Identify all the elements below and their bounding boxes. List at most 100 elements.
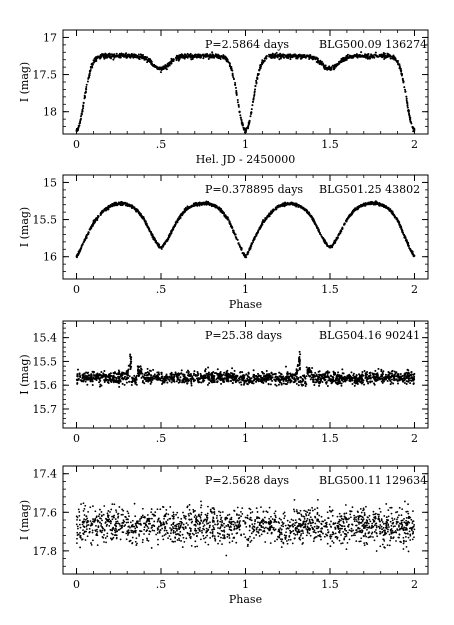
data-point <box>293 377 296 380</box>
data-point <box>252 239 255 242</box>
data-point <box>370 54 373 57</box>
data-point <box>216 56 219 59</box>
data-point <box>384 378 387 381</box>
data-point <box>92 376 95 379</box>
period-label: P=0.378895 days <box>205 183 303 196</box>
data-point <box>121 382 124 385</box>
data-point <box>160 375 163 378</box>
data-point <box>209 53 212 56</box>
data-point <box>234 86 237 89</box>
star-label: BLG500.09 136274 <box>319 38 427 51</box>
data-point <box>254 84 257 87</box>
data-point <box>246 382 249 385</box>
data-point <box>148 372 151 375</box>
data-point <box>262 372 265 375</box>
data-point <box>255 378 258 381</box>
data-point <box>199 202 202 205</box>
data-point <box>111 378 114 381</box>
data-point <box>335 64 338 67</box>
data-point <box>134 378 137 381</box>
data-point <box>348 213 351 216</box>
data-point <box>170 377 173 380</box>
data-point <box>224 57 227 60</box>
data-point <box>396 382 399 385</box>
data-point <box>271 376 274 379</box>
data-point <box>316 226 319 229</box>
data-point <box>129 353 132 356</box>
data-point <box>88 73 91 76</box>
data-point <box>268 53 271 56</box>
data-point <box>237 104 240 107</box>
data-point <box>274 376 277 379</box>
data-point <box>235 237 238 240</box>
data-point <box>150 61 153 64</box>
data-point <box>186 369 189 372</box>
data-point <box>96 216 99 219</box>
data-point <box>182 378 185 381</box>
data-point <box>99 56 102 59</box>
data-point <box>176 55 179 58</box>
data-point <box>222 380 225 383</box>
data-point <box>75 378 78 381</box>
data-point <box>90 373 93 376</box>
data-point <box>173 373 176 376</box>
data-point <box>112 54 115 57</box>
data-point <box>400 74 403 77</box>
data-point <box>277 379 280 382</box>
data-points <box>75 200 416 259</box>
data-point <box>188 375 191 378</box>
data-point <box>233 232 236 235</box>
data-point <box>159 71 162 74</box>
data-point <box>124 378 127 381</box>
data-point <box>99 379 102 382</box>
data-point <box>362 203 365 206</box>
data-point <box>311 374 314 377</box>
data-point <box>79 119 82 122</box>
data-point <box>294 373 297 376</box>
data-point <box>401 378 404 380</box>
data-point <box>166 62 169 65</box>
data-point <box>275 208 278 211</box>
data-point <box>223 212 226 215</box>
data-point <box>92 370 95 373</box>
data-point <box>301 56 304 59</box>
data-point <box>149 59 152 62</box>
data-point <box>407 109 410 112</box>
data-point <box>86 80 89 83</box>
data-point <box>215 205 218 208</box>
data-point <box>324 65 327 68</box>
data-point <box>98 385 101 388</box>
data-point <box>170 381 173 384</box>
data-point <box>387 371 390 374</box>
data-point <box>371 372 374 375</box>
x-tick-label: 1 <box>242 283 249 296</box>
data-point <box>326 244 329 247</box>
data-point <box>118 56 121 59</box>
data-point <box>104 53 107 56</box>
data-point <box>361 377 364 380</box>
data-point <box>144 372 147 375</box>
data-point <box>404 372 407 375</box>
data-point <box>279 372 282 375</box>
data-point <box>257 375 260 378</box>
data-point <box>198 202 201 205</box>
data-point <box>392 54 395 57</box>
data-point <box>115 373 118 376</box>
data-point <box>350 213 353 216</box>
data-point <box>375 203 378 205</box>
y-tick-label: 16 <box>43 251 57 264</box>
data-point <box>183 208 186 211</box>
data-point <box>164 378 167 381</box>
data-point <box>264 378 267 381</box>
data-point <box>96 214 99 217</box>
data-point <box>342 376 345 379</box>
data-point <box>309 215 312 218</box>
data-point <box>333 67 336 70</box>
data-point <box>389 372 392 375</box>
data-point <box>88 228 91 231</box>
data-point <box>279 381 282 384</box>
data-point <box>144 220 147 223</box>
data-point <box>335 377 338 380</box>
data-point <box>168 375 171 378</box>
data-point <box>95 218 98 221</box>
